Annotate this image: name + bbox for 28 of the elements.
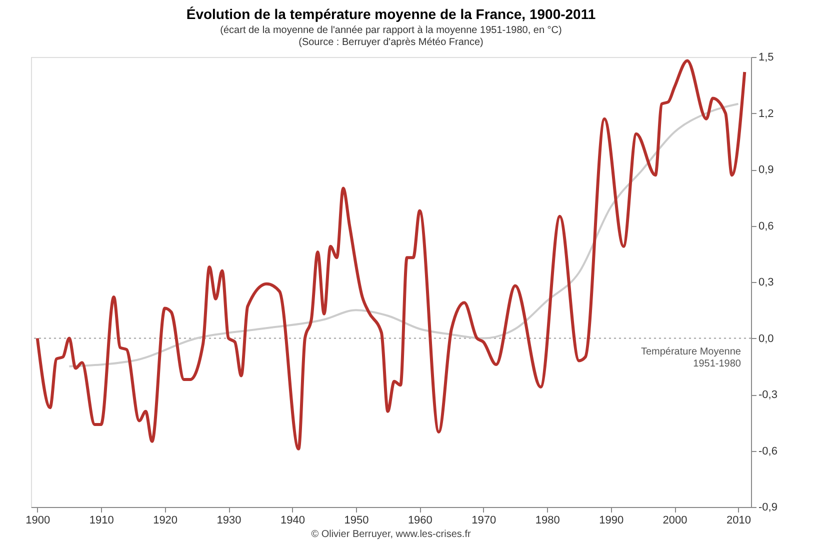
y-tick-label: 0,0 <box>758 332 774 345</box>
x-tick-label: 1970 <box>472 514 496 526</box>
x-tick-label: 2010 <box>726 514 751 526</box>
line-series <box>68 102 740 368</box>
x-tick-label: 1980 <box>535 514 560 526</box>
text: (Source : Berruyer d'après Météo France) <box>298 37 484 48</box>
chart-title: Évolution de la température moyenne de la France, 1900-2011 <box>186 6 596 22</box>
y-tick-label: 0,3 <box>758 276 774 288</box>
y-tick-label: 0,9 <box>758 164 774 176</box>
line-series <box>36 59 746 450</box>
x-tick-label: 1990 <box>599 514 624 526</box>
x-tick-label: 1930 <box>216 514 242 526</box>
x-tick-label: 1900 <box>26 514 50 526</box>
x-tick-label: 1940 <box>280 514 305 526</box>
text: (écart de la moyenne de l'année par rapport à la moyenne 1951-1980, en °C) <box>220 25 562 36</box>
x-tick-label: 1960 <box>408 514 432 526</box>
y-tick-label: -0,3 <box>758 389 778 401</box>
ref-line-label: Température Moyenne 1951-1980 <box>640 346 742 370</box>
x-tick-label: 1950 <box>344 514 369 526</box>
y-tick-label: -0,6 <box>758 445 778 458</box>
text: © Olivier Berruyer, www.les-crises.fr <box>311 529 472 540</box>
x-tick-label: 1920 <box>153 514 178 526</box>
y-tick-label: -0,9 <box>758 502 778 514</box>
x-tick-label: 2000 <box>662 514 688 526</box>
y-tick-label: 1,5 <box>758 52 774 64</box>
y-tick-label: 0,6 <box>758 220 774 232</box>
x-tick-label: 1910 <box>89 514 114 526</box>
y-tick-label: 1,2 <box>758 108 774 120</box>
